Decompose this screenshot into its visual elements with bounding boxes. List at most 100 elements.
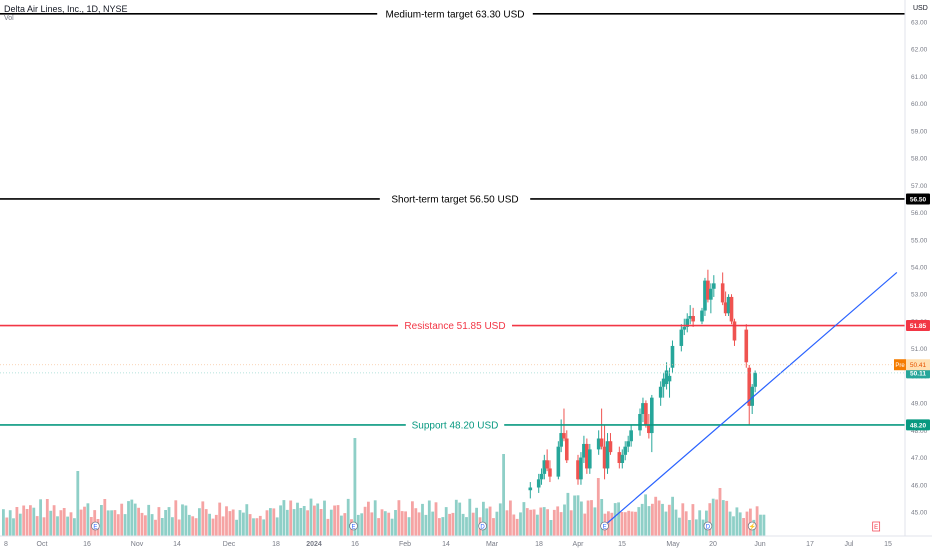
- volume-bar: [502, 454, 505, 536]
- volume-bar: [62, 508, 66, 536]
- candle-body: [658, 386, 663, 398]
- volume-bar: [150, 514, 154, 536]
- candle-body: [747, 367, 752, 406]
- candle-body: [726, 296, 731, 314]
- candle-body: [605, 441, 610, 469]
- volume-bar: [549, 520, 553, 536]
- candle-body: [576, 460, 580, 480]
- candle-body: [620, 454, 625, 463]
- volume-bar: [164, 510, 167, 536]
- volume-bar: [424, 514, 428, 536]
- candle-body: [664, 370, 669, 385]
- candle-body: [700, 310, 704, 322]
- volume-bar: [356, 514, 360, 536]
- volume-bar: [593, 507, 597, 536]
- volume-bar: [431, 511, 435, 536]
- volume-bar: [5, 517, 9, 536]
- level-label: Medium-term target 63.30 USD: [386, 9, 525, 20]
- level-badge-bg: [906, 419, 930, 431]
- volume-bar: [29, 505, 32, 536]
- volume-bar: [461, 513, 465, 536]
- price-tick-label: 45.00: [911, 510, 928, 517]
- volume-bar: [367, 501, 370, 536]
- volume-bar: [18, 513, 22, 536]
- volume-bar: [116, 514, 120, 536]
- time-tick-label: Jul: [845, 541, 854, 548]
- volume-bar: [187, 514, 191, 536]
- volume-bar: [732, 516, 735, 536]
- price-tick-label: 53.00: [911, 292, 928, 299]
- volume-bar: [539, 507, 543, 536]
- volume-bar: [607, 511, 610, 536]
- volume-bar: [600, 499, 604, 536]
- volume-bar: [755, 506, 759, 536]
- event-marker-label: D: [480, 525, 485, 531]
- volume-bar: [725, 500, 729, 536]
- time-tick-label: 17: [806, 541, 814, 548]
- volume-bar: [160, 518, 164, 536]
- volume-bar: [634, 511, 637, 536]
- volume-bar: [76, 471, 80, 536]
- price-tick-label: 51.00: [911, 346, 928, 353]
- volume-bar: [495, 511, 499, 536]
- candle-body: [539, 473, 544, 480]
- volume-bar: [377, 518, 380, 536]
- volume-bar: [411, 501, 414, 536]
- candle-body: [556, 446, 561, 477]
- volume-bar: [279, 505, 282, 536]
- volume-bar: [8, 510, 12, 536]
- event-marker-label: D: [706, 525, 711, 531]
- volume-bar: [171, 517, 174, 536]
- volume-bar: [421, 503, 424, 536]
- volume-bar: [441, 517, 445, 536]
- candle-body: [585, 443, 589, 469]
- volume-bar: [525, 508, 529, 536]
- volume-bar: [255, 518, 259, 536]
- candle-layer: [528, 269, 757, 499]
- volume-bar: [657, 500, 661, 536]
- volume-bar: [667, 504, 671, 536]
- event-marker: [478, 521, 488, 531]
- volume-bar: [265, 510, 269, 536]
- volume-bar: [454, 499, 458, 536]
- candle-body: [691, 316, 695, 322]
- candle-body: [723, 302, 728, 314]
- level-label-bg: [405, 417, 505, 432]
- volume-bar: [671, 496, 674, 536]
- volume-bar: [225, 506, 228, 536]
- pre-market-badge: 50.41: [910, 362, 927, 369]
- candle-body: [528, 487, 533, 491]
- volume-bar: [174, 500, 178, 536]
- volume-bar: [177, 519, 181, 536]
- candle-body: [750, 386, 754, 406]
- candle-body: [682, 326, 687, 330]
- volume-bar: [492, 518, 495, 536]
- volume-bar: [83, 506, 86, 536]
- volume-bar: [370, 512, 374, 536]
- volume-bar: [738, 512, 742, 536]
- volume-bar: [258, 515, 262, 536]
- candle-body: [562, 433, 566, 439]
- volume-bar: [269, 508, 272, 536]
- volume-bar: [133, 503, 137, 536]
- volume-bar: [542, 507, 546, 536]
- time-tick-label: 18: [535, 541, 543, 548]
- volume-bar: [691, 504, 695, 536]
- volume-bar: [86, 503, 90, 536]
- volume-bar: [509, 500, 512, 536]
- volume-bar: [346, 498, 350, 536]
- last-price-badge: 50.11: [910, 370, 926, 377]
- volume-bar: [242, 512, 245, 536]
- candle-body: [650, 397, 654, 434]
- volume-bar: [664, 511, 668, 536]
- time-tick-label: 15: [618, 541, 626, 548]
- volume-bar: [319, 509, 323, 536]
- pre-label: Pre: [895, 363, 905, 369]
- volume-bar: [661, 503, 664, 536]
- volume-bar: [353, 438, 357, 536]
- price-tick-label: 55.00: [911, 237, 928, 244]
- candle-body: [564, 438, 569, 461]
- volume-bar: [157, 507, 161, 536]
- candle-body: [629, 430, 633, 442]
